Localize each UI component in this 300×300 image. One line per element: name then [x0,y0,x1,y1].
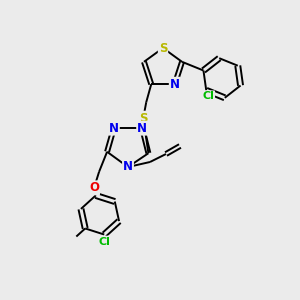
Text: O: O [89,181,99,194]
Text: Cl: Cl [98,236,110,247]
Text: S: S [139,112,148,125]
Text: S: S [159,41,167,55]
Text: N: N [109,122,119,135]
Text: N: N [170,78,180,91]
Text: Cl: Cl [202,91,214,101]
Text: N: N [137,122,147,135]
Text: N: N [123,160,133,173]
